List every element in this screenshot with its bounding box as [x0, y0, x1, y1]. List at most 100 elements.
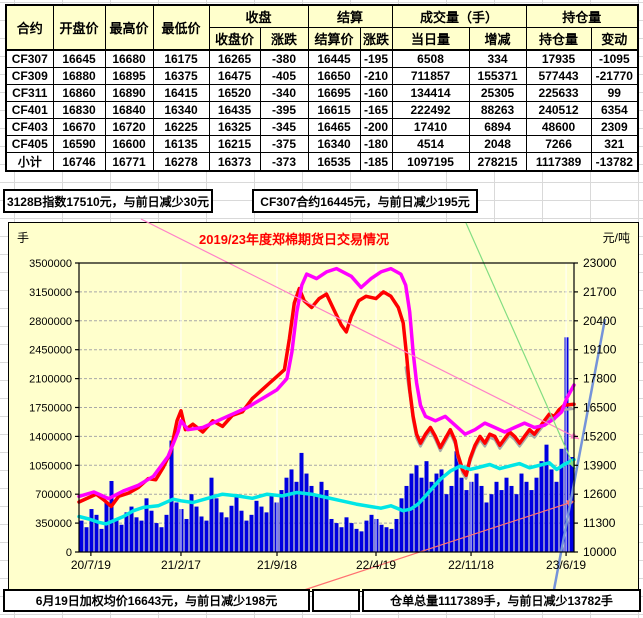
left-axis-tick-label: 3500000 — [29, 258, 72, 270]
volume-bar — [194, 506, 199, 552]
cell-value: 4514 — [391, 135, 470, 153]
cell-value: 16265 — [208, 49, 261, 68]
left-axis-tick-label: 2800000 — [29, 316, 72, 328]
cell-value: 16435 — [208, 101, 261, 119]
left-axis-tick-label: 0 — [66, 547, 72, 559]
cell-value: -340 — [259, 84, 309, 102]
right-axis-tick-label: 23000 — [583, 256, 617, 270]
volume-bar — [204, 520, 209, 552]
volume-bar — [419, 477, 424, 552]
volume-bar — [429, 481, 434, 552]
cell-value: 16890 — [104, 84, 154, 102]
volume-bar — [549, 469, 554, 552]
volume-bar — [484, 502, 489, 552]
col-contract: 合约 — [5, 4, 54, 51]
cell-contract: CF311 — [5, 84, 54, 102]
cell-value: 16840 — [104, 101, 154, 119]
x-axis-tick-label: 22/11/18 — [448, 558, 494, 572]
right-axis-tick-label: 19100 — [583, 343, 617, 357]
cell-value: 16535 — [307, 152, 361, 172]
cell-value: -13782 — [590, 152, 639, 172]
cell-value: -405 — [259, 67, 309, 85]
cell-value: 334 — [468, 49, 527, 68]
cell-value: 16670 — [52, 118, 106, 136]
cell-contract: CF403 — [5, 118, 54, 136]
cell-contract: CF401 — [5, 101, 54, 119]
volume-bar — [209, 477, 214, 552]
volume-bar — [389, 528, 394, 552]
right-axis-tick-label: 16500 — [583, 401, 617, 415]
col-low: 最低价 — [152, 4, 210, 51]
cell-value: 2048 — [468, 135, 527, 153]
cell-contract: 小计 — [5, 152, 54, 172]
table-row: CF311 16860 16890 16415 16520 -340 16695 -160 13… — [5, 84, 639, 102]
volume-bar — [254, 500, 259, 552]
group-settle: 结算 — [307, 4, 393, 28]
cell-value: 577443 — [525, 67, 592, 85]
cell-value: 16375 — [152, 67, 210, 85]
col-settle-chg: 涨跌 — [359, 27, 393, 51]
cell-value: -345 — [259, 118, 309, 136]
volume-bar — [539, 461, 544, 552]
volume-bar — [154, 523, 159, 552]
volume-bar — [269, 494, 274, 552]
status-bar-cf307: CF307合约16445元，与前日减少195元 — [252, 189, 478, 213]
volume-bar — [559, 448, 564, 552]
cell-value: -373 — [259, 152, 309, 172]
volume-bar — [314, 494, 319, 552]
cell-value: -380 — [259, 49, 309, 68]
table-row: CF401 16830 16840 16340 16435 -395 16615 -165 22… — [5, 101, 639, 119]
right-axis-tick-label: 10000 — [583, 545, 617, 559]
cell-value: 16340 — [307, 135, 361, 153]
volume-bar — [369, 514, 374, 552]
volume-bar — [284, 477, 289, 552]
volume-bar — [504, 477, 509, 552]
col-close-chg: 涨跌 — [259, 27, 309, 51]
volume-bar — [349, 523, 354, 552]
cell-value: 16175 — [152, 49, 210, 68]
volume-bar — [109, 480, 114, 552]
volume-bar — [94, 514, 99, 552]
series-3128B指数 — [77, 266, 576, 501]
right-axis-tick-label: 11300 — [583, 516, 616, 530]
left-axis-tick-label: 1750000 — [29, 403, 72, 415]
volume-bar — [414, 465, 419, 552]
volume-bar — [214, 498, 219, 552]
volume-bar — [279, 490, 284, 552]
cell-value: 278215 — [468, 152, 527, 172]
cell-value: 88263 — [468, 101, 527, 119]
cell-value: 17410 — [391, 118, 470, 136]
volume-bar — [439, 469, 444, 552]
volume-bar — [494, 481, 499, 552]
cell-value: 16771 — [104, 152, 154, 172]
cell-value: -21770 — [590, 67, 639, 85]
volume-bar — [89, 509, 94, 552]
cell-value: 16695 — [307, 84, 361, 102]
marker-steelblue — [551, 318, 607, 596]
cell-value: 25305 — [468, 84, 527, 102]
right-axis-tick-label: 13900 — [583, 458, 617, 472]
cell-value: 16860 — [52, 84, 106, 102]
volume-bar — [299, 452, 304, 552]
volume-bar — [259, 506, 264, 552]
volume-bar — [379, 524, 384, 552]
volume-bar — [534, 477, 539, 552]
left-axis-tick-label: 2100000 — [29, 374, 72, 386]
volume-bar — [164, 514, 169, 552]
cell-value: 16895 — [104, 67, 154, 85]
cell-value: -160 — [359, 84, 393, 102]
volume-bar — [474, 473, 479, 552]
volume-bar — [159, 527, 164, 552]
col-volume-chg: 增减 — [468, 27, 527, 51]
right-axis-tick-label: 20400 — [583, 314, 617, 328]
cell-value: 16615 — [307, 101, 361, 119]
cell-value: 321 — [590, 135, 639, 153]
volume-bar — [224, 517, 229, 552]
volume-bar — [199, 516, 204, 552]
col-open: 开盘价 — [52, 4, 106, 51]
left-axis-tick-label: 3150000 — [29, 287, 72, 299]
table-header: 合约 开盘价 最高价 最低价 收盘 结算 成交量（手） 持仓量 收盘价 涨跌 结… — [5, 4, 639, 51]
left-axis-tick-label: 1050000 — [29, 460, 72, 472]
table-row: CF307 16645 16680 16175 16265 -380 16445 -195 65… — [5, 49, 639, 68]
cell-contract: CF405 — [5, 135, 54, 153]
